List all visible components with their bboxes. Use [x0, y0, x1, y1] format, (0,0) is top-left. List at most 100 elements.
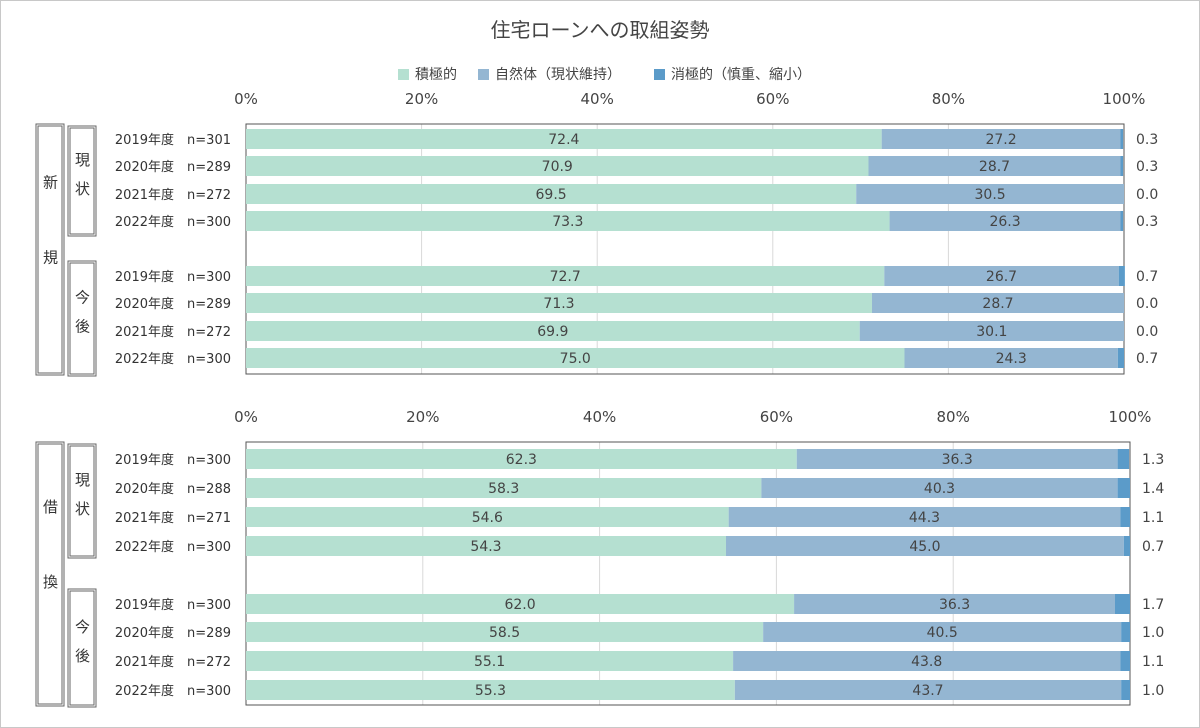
group-label: 現状: [73, 472, 91, 530]
row-n-label: n=301: [187, 133, 231, 148]
data-label-negative: 0.7: [1136, 269, 1158, 285]
group-box: [67, 125, 97, 237]
row-year-label: 2021年度: [115, 510, 174, 526]
group-box-inner: [69, 127, 95, 235]
legend-label-negative: 消極的（慎重、縮小）: [671, 67, 811, 83]
group-label: 今後: [73, 619, 91, 677]
bar-segment-neutral: [889, 211, 1121, 231]
bar-segment-positive: [246, 449, 797, 469]
bar-segment-neutral: [734, 680, 1122, 700]
x-tick-label: 80%: [937, 408, 970, 426]
data-label-negative: 0.3: [1136, 214, 1158, 230]
data-label-negative: 1.7: [1142, 597, 1164, 613]
legend-item-negative: 消極的（慎重、縮小）: [654, 64, 811, 84]
bar-segment-positive: [246, 156, 869, 176]
data-label-neutral: 24.3: [996, 351, 1027, 367]
bar-segment-positive: [246, 536, 727, 556]
data-label-neutral: 40.5: [927, 625, 958, 641]
bar-segment-neutral: [728, 507, 1121, 527]
plot-area: [245, 123, 1125, 375]
row-n-label: n=289: [187, 297, 231, 312]
section-box-inner: [37, 443, 63, 705]
bar-segment-negative: [1117, 348, 1124, 368]
data-label-negative: 0.7: [1142, 539, 1164, 555]
section-box-inner: [37, 125, 63, 374]
data-label-neutral: 36.3: [939, 597, 970, 613]
bar-segment-neutral: [796, 449, 1118, 469]
bar-segment-negative: [1117, 478, 1130, 498]
x-tick-label: 20%: [405, 90, 438, 108]
group-box-inner: [69, 262, 95, 375]
section-box: [35, 441, 65, 707]
row-n-label: n=289: [187, 626, 231, 641]
data-label-negative: 0.3: [1136, 132, 1158, 148]
legend-swatch-negative: [654, 68, 665, 80]
group-box: [67, 588, 97, 708]
row-n-label: n=288: [187, 482, 231, 497]
row-year-label: 2020年度: [115, 159, 174, 175]
section-label: 新規: [41, 175, 59, 325]
bar-segment-positive: [246, 266, 885, 286]
data-label-positive: 69.9: [537, 324, 568, 340]
bar-segment-negative: [1120, 651, 1130, 671]
row-n-label: n=300: [187, 540, 231, 555]
x-tick-label: 60%: [760, 408, 793, 426]
bar-segment-neutral: [856, 184, 1124, 204]
bar-segment-positive: [246, 478, 762, 498]
section-box: [35, 123, 65, 376]
row-n-label: n=272: [187, 325, 231, 340]
row-n-label: n=272: [187, 188, 231, 203]
row-year-label: 2021年度: [115, 324, 174, 340]
row-year-label: 2020年度: [115, 296, 174, 312]
data-label-neutral: 26.7: [986, 269, 1017, 285]
x-tick-label: 20%: [406, 408, 439, 426]
group-label: 現状: [73, 152, 91, 210]
group-box: [67, 443, 97, 559]
data-label-negative: 1.3: [1142, 452, 1164, 468]
bar-segment-neutral: [884, 266, 1119, 286]
data-label-positive: 58.3: [488, 481, 519, 497]
row-year-label: 2019年度: [115, 269, 174, 285]
bar-segment-positive: [246, 321, 860, 341]
bar-segment-neutral: [872, 293, 1124, 313]
bar-segment-negative: [1123, 536, 1130, 556]
bar-segment-neutral: [763, 622, 1122, 642]
data-label-neutral: 43.7: [912, 683, 943, 699]
bar-segment-neutral: [726, 536, 1124, 556]
bar-segment-neutral: [859, 321, 1124, 341]
bar-segment-positive: [246, 594, 795, 614]
bar-segment-negative: [1120, 156, 1124, 176]
group-box-inner: [69, 590, 95, 706]
bar-segment-neutral: [904, 348, 1118, 368]
data-label-positive: 55.3: [475, 683, 506, 699]
bar-segment-negative: [1120, 129, 1124, 149]
bar-segment-negative: [1121, 622, 1130, 642]
data-label-positive: 55.1: [474, 654, 505, 670]
bar-segment-negative: [1114, 594, 1130, 614]
legend-swatch-neutral: [478, 68, 489, 80]
data-label-positive: 54.3: [470, 539, 501, 555]
data-label-negative: 0.0: [1136, 324, 1158, 340]
row-n-label: n=271: [187, 511, 231, 526]
data-label-neutral: 27.2: [985, 132, 1016, 148]
data-label-negative: 0.0: [1136, 296, 1158, 312]
row-n-label: n=272: [187, 655, 231, 670]
data-label-neutral: 44.3: [909, 510, 940, 526]
bar-segment-neutral: [794, 594, 1115, 614]
data-label-neutral: 45.0: [909, 539, 940, 555]
row-year-label: 2021年度: [115, 187, 174, 203]
x-tick-label: 100%: [1109, 408, 1152, 426]
data-label-positive: 62.0: [504, 597, 535, 613]
bar-segment-positive: [246, 129, 882, 149]
data-label-positive: 73.3: [552, 214, 583, 230]
row-year-label: 2020年度: [115, 625, 174, 641]
data-label-positive: 75.0: [560, 351, 591, 367]
row-year-label: 2022年度: [115, 351, 174, 367]
legend-label-positive: 積極的: [415, 67, 457, 83]
row-year-label: 2019年度: [115, 132, 174, 148]
data-label-positive: 72.7: [550, 269, 581, 285]
row-n-label: n=300: [187, 598, 231, 613]
bar-segment-positive: [246, 293, 873, 313]
legend: 積極的 自然体（現状維持） 消極的（慎重、縮小）: [0, 64, 1200, 84]
section-label: 借換: [41, 499, 59, 649]
